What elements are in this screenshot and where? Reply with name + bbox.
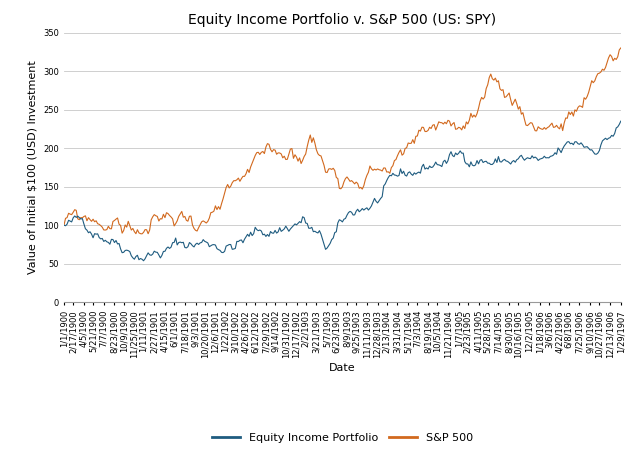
Equity Income Portfolio bbox=[140, 258, 147, 264]
Equity Income Portfolio bbox=[539, 155, 547, 161]
S&P 500 bbox=[287, 146, 294, 152]
S&P 500 bbox=[284, 157, 291, 162]
Legend: Equity Income Portfolio, S&P 500: Equity Income Portfolio, S&P 500 bbox=[207, 429, 477, 448]
Equity Income Portfolio bbox=[617, 119, 625, 124]
Equity Income Portfolio bbox=[60, 222, 68, 228]
Equity Income Portfolio bbox=[214, 247, 222, 252]
Title: Equity Income Portfolio v. S&P 500 (US: SPY): Equity Income Portfolio v. S&P 500 (US: … bbox=[188, 13, 497, 27]
Line: S&P 500: S&P 500 bbox=[64, 48, 621, 234]
Equity Income Portfolio bbox=[287, 226, 294, 232]
Equity Income Portfolio bbox=[284, 226, 291, 232]
S&P 500 bbox=[179, 214, 187, 220]
Equity Income Portfolio bbox=[593, 152, 600, 157]
S&P 500 bbox=[138, 231, 146, 237]
S&P 500 bbox=[214, 204, 222, 209]
Y-axis label: Value of Initial $100 (USD) Investment: Value of Initial $100 (USD) Investment bbox=[28, 60, 38, 274]
S&P 500 bbox=[60, 222, 68, 228]
Line: Equity Income Portfolio: Equity Income Portfolio bbox=[64, 121, 621, 261]
X-axis label: Date: Date bbox=[329, 364, 356, 373]
S&P 500 bbox=[617, 45, 625, 51]
Equity Income Portfolio bbox=[179, 239, 187, 245]
S&P 500 bbox=[539, 126, 547, 132]
S&P 500 bbox=[593, 74, 600, 80]
